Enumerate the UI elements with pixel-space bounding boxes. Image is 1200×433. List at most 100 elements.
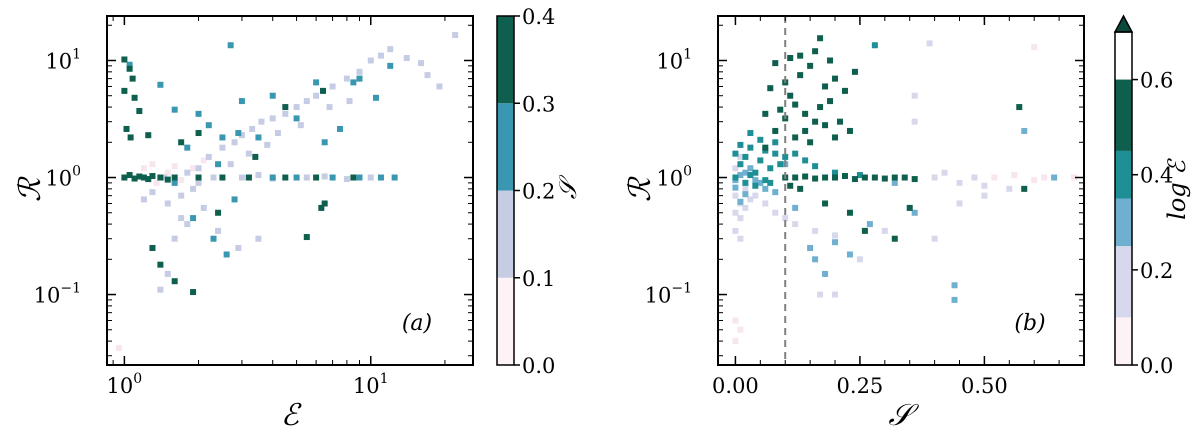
data-point — [1021, 185, 1028, 192]
colorbar-segment — [1115, 198, 1132, 247]
data-point — [951, 282, 958, 289]
data-point — [767, 85, 774, 92]
data-point — [752, 177, 759, 184]
data-point — [269, 174, 276, 181]
data-point — [812, 163, 819, 170]
data-point — [320, 87, 327, 94]
panel-b-xlabel: 𝒮 — [888, 398, 919, 433]
data-point — [747, 196, 754, 203]
data-point — [200, 204, 207, 211]
data-point — [757, 157, 764, 164]
data-point — [832, 174, 839, 181]
data-point — [792, 204, 799, 211]
data-point — [195, 130, 202, 137]
data-point — [258, 118, 265, 125]
colorbar-segment — [1115, 317, 1132, 365]
data-point — [737, 161, 744, 168]
data-point — [767, 165, 774, 172]
data-point — [817, 104, 824, 111]
data-point — [367, 174, 374, 181]
colorbar-tick-label: 0.4 — [1140, 164, 1173, 188]
data-point — [245, 174, 252, 181]
data-point — [772, 127, 779, 134]
data-point — [926, 40, 933, 47]
data-point — [737, 172, 744, 179]
data-point — [891, 235, 898, 242]
data-point — [219, 134, 226, 141]
x-tick-label: 101 — [353, 371, 389, 398]
data-point — [452, 32, 459, 39]
data-point — [971, 174, 978, 181]
data-point — [157, 174, 164, 181]
data-point — [762, 177, 769, 184]
panel-a: 100 101 10−1 100 101 (a) ℰ ℛ — [13, 15, 474, 433]
data-point — [742, 185, 749, 192]
data-point — [235, 244, 242, 251]
y-tick-label: 101 — [656, 46, 692, 73]
colorbar-b-ticks: 0.0 0.2 0.4 0.6 — [1132, 69, 1173, 378]
data-point — [227, 161, 234, 168]
data-point — [205, 153, 212, 160]
colorbar-segment — [1115, 246, 1132, 318]
data-point — [742, 179, 749, 186]
data-point — [807, 139, 814, 146]
data-point — [861, 227, 868, 234]
data-point — [140, 174, 147, 181]
data-point — [856, 172, 863, 179]
data-point — [164, 200, 171, 207]
data-point — [227, 42, 234, 49]
data-point — [861, 174, 868, 181]
data-point — [164, 176, 171, 183]
data-point — [752, 192, 759, 199]
colorbar-tick-label: 0.4 — [522, 5, 555, 29]
data-point — [737, 235, 744, 242]
panel-a-ticks: 100 101 10−1 100 101 — [34, 16, 473, 398]
data-point — [238, 132, 245, 139]
data-point — [812, 175, 819, 182]
data-point — [131, 175, 138, 182]
colorbar-a: 0.0 0.1 0.2 0.3 0.4 𝒮 — [496, 5, 582, 378]
data-point — [777, 106, 784, 113]
data-point — [782, 215, 789, 222]
data-point — [777, 161, 784, 168]
colorbar-segment — [497, 190, 514, 278]
data-point — [238, 174, 245, 181]
colorbar-segment — [1115, 79, 1132, 151]
data-point — [822, 200, 829, 207]
data-point — [762, 185, 769, 192]
data-point — [752, 182, 759, 189]
colorbar-tick-label: 0.2 — [522, 180, 555, 204]
data-point — [195, 174, 202, 181]
data-point — [145, 176, 152, 183]
data-point — [737, 153, 744, 160]
colorbar-a-label: 𝒮 — [554, 174, 582, 199]
data-point — [178, 139, 185, 146]
data-point — [802, 110, 809, 117]
colorbar-tick-label: 0.6 — [1140, 69, 1173, 93]
data-point — [787, 182, 794, 189]
data-point — [195, 110, 202, 117]
data-point — [245, 150, 252, 157]
data-point — [1021, 127, 1028, 134]
data-point — [238, 98, 245, 105]
data-point — [1011, 172, 1018, 179]
data-point — [772, 139, 779, 146]
colorbar-b: 0.0 0.2 0.4 0.6 log ℰ — [1113, 14, 1191, 378]
x-tick-label: 0.00 — [712, 374, 759, 398]
x-tick-label: 0.50 — [961, 374, 1008, 398]
data-point — [321, 139, 328, 146]
data-point — [1041, 174, 1048, 181]
data-point — [346, 98, 353, 105]
data-point — [911, 92, 918, 99]
panel-a-points — [115, 32, 459, 351]
data-point — [264, 141, 271, 148]
data-point — [282, 174, 289, 181]
data-point — [387, 46, 394, 53]
data-point — [149, 189, 156, 196]
y-tick-label: 100 — [656, 164, 692, 191]
data-point — [797, 185, 804, 192]
data-point — [802, 127, 809, 134]
data-point — [807, 62, 814, 69]
panel-a-xlabel: ℰ — [281, 398, 302, 433]
data-point — [841, 173, 848, 180]
